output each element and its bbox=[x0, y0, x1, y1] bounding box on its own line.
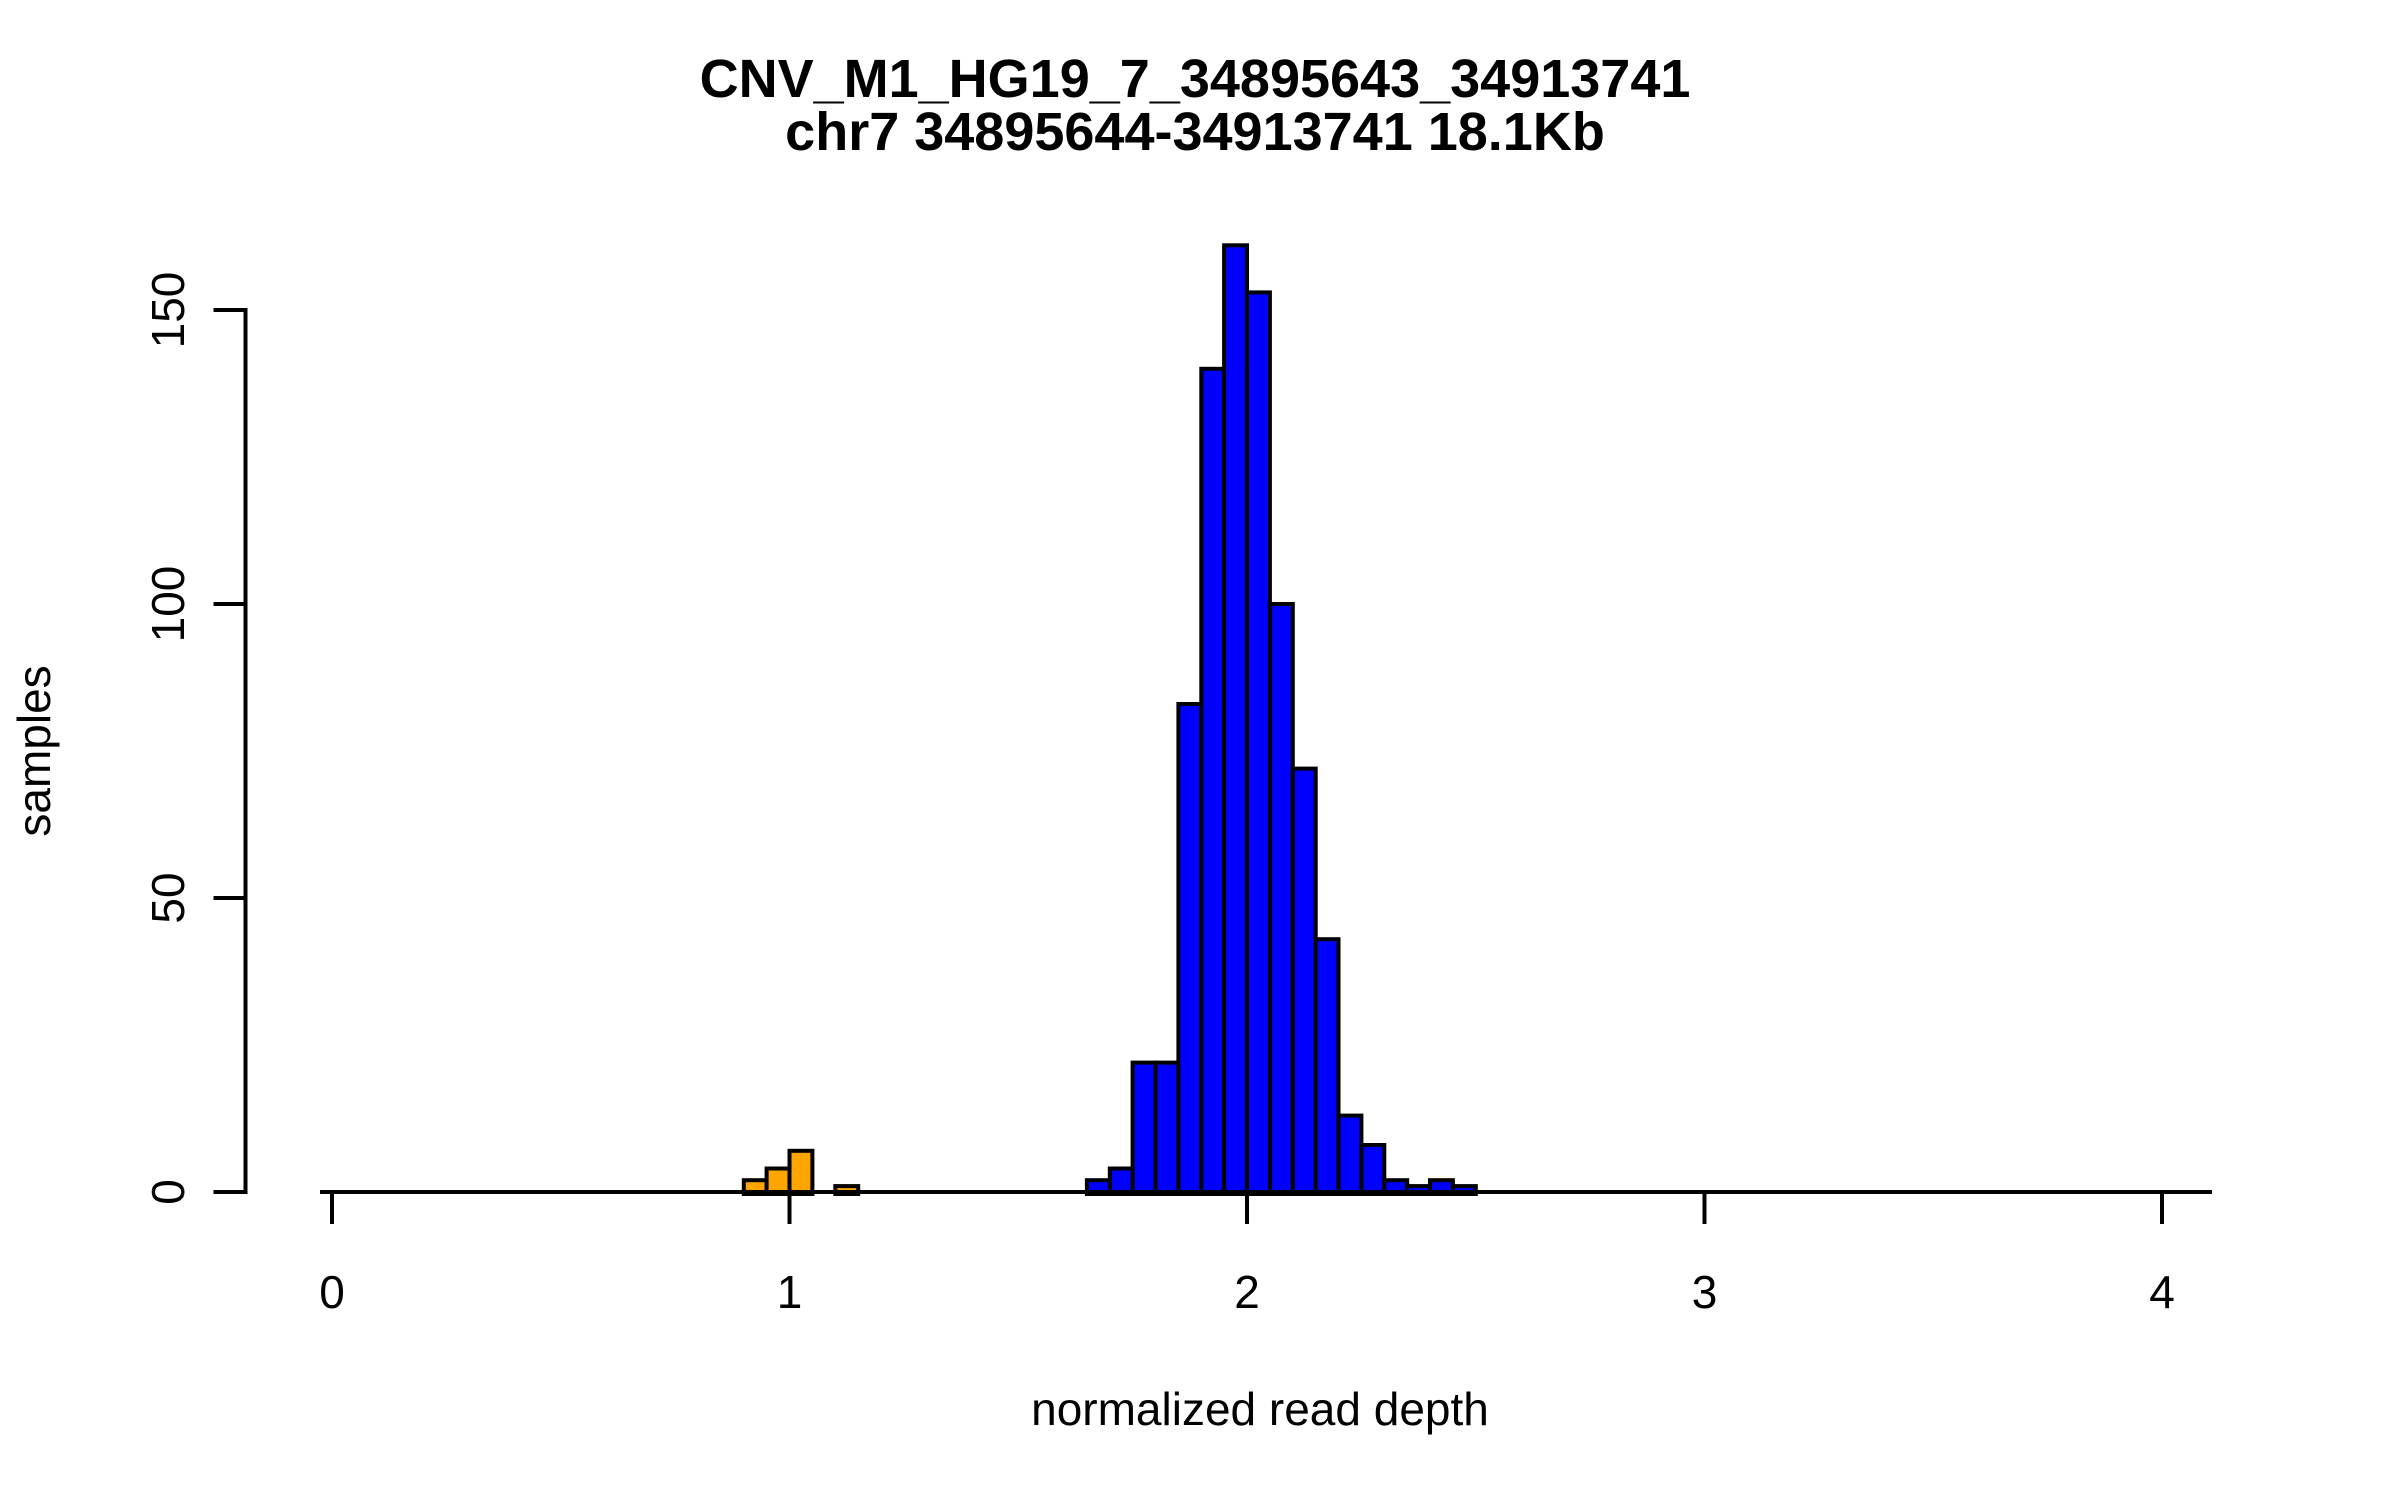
histogram-bar-blue bbox=[1130, 1060, 1158, 1196]
x-axis: 0 1 2 3 4 bbox=[319, 1190, 2212, 1318]
y-axis-label: samples bbox=[8, 665, 60, 836]
histogram-bar-blue bbox=[1153, 1060, 1181, 1196]
histogram-bar-orange bbox=[787, 1148, 815, 1197]
x-tick-label: 0 bbox=[319, 1266, 345, 1318]
y-axis: 0 50 100 150 bbox=[142, 272, 248, 1205]
histogram-bar-blue bbox=[1245, 290, 1272, 1196]
y-tick-label: 50 bbox=[142, 872, 194, 923]
chart-subtitle: chr7 34895644-34913741 18.1Kb bbox=[785, 102, 1605, 162]
histogram-bar-blue bbox=[1336, 1113, 1364, 1196]
x-axis-label: normalized read depth bbox=[1031, 1383, 1489, 1435]
histogram-bar-blue bbox=[1176, 702, 1204, 1196]
y-tick-label: 150 bbox=[142, 272, 194, 349]
x-axis-ticks: 0 1 2 3 4 bbox=[319, 1192, 2175, 1318]
x-tick-label: 2 bbox=[1234, 1266, 1260, 1318]
x-tick-label: 4 bbox=[2149, 1266, 2175, 1318]
bars-layer bbox=[741, 243, 1478, 1197]
histogram-bar-blue bbox=[1222, 243, 1249, 1197]
histogram-bar-blue bbox=[1359, 1143, 1387, 1196]
histogram-bar-blue bbox=[1199, 366, 1227, 1196]
histogram-bar-blue bbox=[1267, 602, 1295, 1196]
x-tick-label: 3 bbox=[1692, 1266, 1718, 1318]
chart-title: CNV_M1_HG19_7_34895643_34913741 bbox=[700, 49, 1691, 109]
y-tick-label: 0 bbox=[142, 1179, 194, 1205]
y-axis-ticks: 0 50 100 150 bbox=[142, 272, 246, 1205]
histogram-bar-blue bbox=[1290, 766, 1318, 1196]
y-tick-label: 100 bbox=[142, 566, 194, 643]
x-tick-label: 1 bbox=[777, 1266, 803, 1318]
histogram-bar-blue bbox=[1313, 937, 1341, 1197]
